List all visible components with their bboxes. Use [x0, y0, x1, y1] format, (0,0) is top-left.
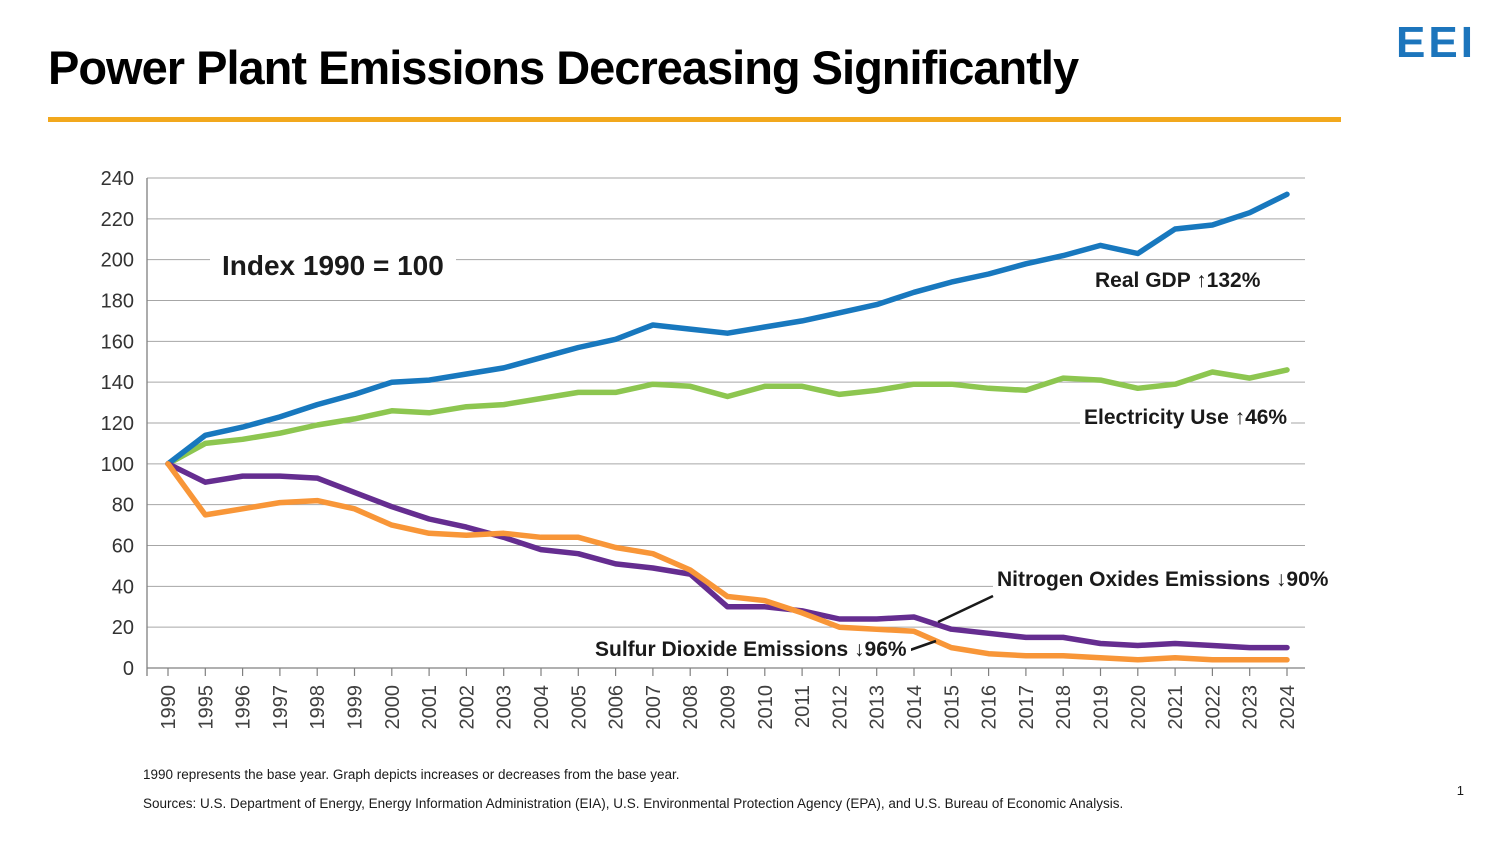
- x-tick-label: 1995: [195, 685, 217, 730]
- series-label-real-gdp: Real GDP ↑132%: [1091, 269, 1265, 293]
- sources-footnote: Sources: U.S. Department of Energy, Ener…: [143, 796, 1124, 811]
- x-tick-label: 2002: [456, 685, 478, 730]
- x-tick-label: 1999: [345, 685, 367, 730]
- page-number: 1: [1456, 783, 1464, 798]
- base-year-footnote: 1990 represents the base year. Graph dep…: [143, 767, 680, 782]
- x-tick-label: 2010: [755, 685, 777, 730]
- y-tick-label: 180: [101, 291, 134, 313]
- x-tick-label: 2013: [867, 685, 889, 730]
- x-tick-label: 2014: [904, 685, 926, 730]
- x-tick-label: 2000: [382, 685, 404, 730]
- series-line-nitrogen_oxides: [165, 461, 1290, 651]
- x-tick-label: 1998: [307, 685, 329, 730]
- series-line-electricity_use: [165, 367, 1290, 467]
- x-tick-label: 2009: [718, 685, 740, 730]
- y-tick-label: 120: [101, 413, 134, 435]
- x-tick-label: 2024: [1277, 685, 1299, 730]
- series-label-nitrogen-oxides: Nitrogen Oxides Emissions ↓90%: [993, 568, 1333, 592]
- series-line-real_gdp: [165, 191, 1290, 467]
- x-tick-label: 2017: [1016, 685, 1038, 730]
- x-tick-label: 2022: [1202, 685, 1224, 730]
- series-label-sulfur-dioxide: Sulfur Dioxide Emissions ↓96%: [591, 638, 911, 662]
- y-tick-label: 160: [101, 331, 134, 353]
- index-base-note: Index 1990 = 100: [210, 250, 456, 282]
- x-tick-label: 2007: [643, 685, 665, 730]
- y-tick-label: 60: [112, 536, 134, 558]
- x-tick-label: 1990: [158, 685, 180, 730]
- series-line-sulfur_dioxide: [165, 461, 1290, 663]
- x-tick-label: 2021: [1165, 685, 1187, 730]
- x-tick-label: 2008: [680, 685, 702, 730]
- y-tick-label: 80: [112, 495, 134, 517]
- y-tick-label: 140: [101, 372, 134, 394]
- x-tick-label: 2003: [494, 685, 516, 730]
- y-tick-label: 200: [101, 250, 134, 272]
- y-tick-label: 0: [123, 658, 134, 680]
- page-title: Power Plant Emissions Decreasing Signifi…: [48, 41, 1079, 94]
- nitrogen-oxides-callout-line: [937, 594, 994, 624]
- emissions-line-chart: 0 20 40 60 80 100 120 140 160 180 200 220 240 1990 199…: [101, 168, 1305, 730]
- y-tick-label: 100: [101, 454, 134, 476]
- eei-logo: EEI: [1396, 18, 1476, 67]
- x-tick-label: 2005: [568, 685, 590, 730]
- x-tick-label: 1996: [233, 685, 255, 730]
- title-underline: [48, 117, 1341, 122]
- y-tick-label: 40: [112, 576, 134, 598]
- x-tick-label: 2001: [419, 685, 441, 730]
- series-label-electricity-use: Electricity Use ↑46%: [1080, 406, 1292, 430]
- x-tick-label: 2011: [792, 685, 814, 728]
- y-tick-label: 220: [101, 209, 134, 231]
- x-tick-label: 2019: [1091, 685, 1113, 730]
- y-tick-label: 240: [101, 168, 134, 190]
- x-tick-label: 2018: [1053, 685, 1075, 730]
- x-tick-label: 2020: [1128, 685, 1150, 730]
- x-tick-label: 2004: [531, 685, 553, 730]
- x-tick-label: 2012: [829, 685, 851, 730]
- x-tick-label: 2023: [1240, 685, 1262, 730]
- x-tick-label: 2015: [941, 685, 963, 730]
- x-tick-label: 2016: [979, 685, 1001, 730]
- x-tick-label: 2006: [606, 685, 628, 730]
- x-tick-label: 1997: [270, 685, 292, 730]
- y-tick-label: 20: [112, 617, 134, 639]
